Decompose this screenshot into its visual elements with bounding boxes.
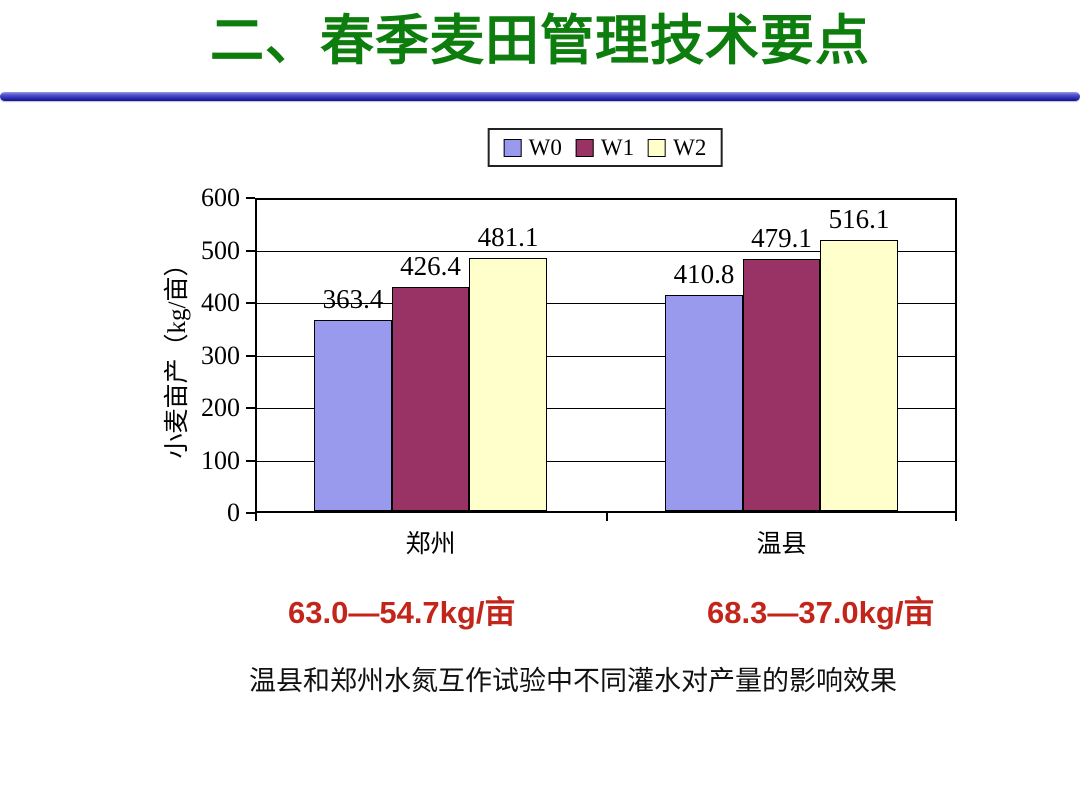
y-tick-mark-100 bbox=[246, 459, 255, 462]
chart-legend: W0 W1 W2 bbox=[487, 128, 723, 167]
bar-温县-w0 bbox=[665, 295, 743, 511]
y-tick-label-100: 100 bbox=[201, 445, 240, 475]
bar-value-label-郑州-w0: 363.4 bbox=[322, 284, 384, 315]
gridline-300 bbox=[257, 355, 955, 357]
bar-value-label-温县-w0: 410.8 bbox=[673, 259, 735, 290]
annotation-zhengzhou: 63.0—54.7kg/亩 bbox=[288, 595, 516, 630]
gridline-200 bbox=[257, 408, 955, 409]
bar-value-label-温县-w2: 516.1 bbox=[828, 204, 890, 235]
legend-swatch-w2-icon bbox=[648, 138, 667, 157]
y-tick-mark-600 bbox=[246, 197, 255, 199]
bar-value-label-郑州-w1: 426.4 bbox=[400, 251, 461, 282]
bar-value-label-郑州-w2: 481.1 bbox=[477, 222, 539, 253]
y-tick-mark-400 bbox=[246, 302, 255, 304]
plot-area: 363.4 426.4 481.1 410.8 479.1 516.1 bbox=[255, 198, 957, 513]
legend-swatch-w1-icon bbox=[575, 138, 594, 157]
x-category-label-温县: 温县 bbox=[756, 531, 807, 558]
title-divider bbox=[0, 92, 1080, 101]
chart-caption: 温县和郑州水氮互作试验中不同灌水对产量的影响效果 bbox=[249, 666, 897, 696]
gridline-100 bbox=[257, 460, 955, 462]
y-tick-label-500: 500 bbox=[201, 235, 240, 265]
x-category-label-郑州: 郑州 bbox=[405, 531, 456, 558]
bar-郑州-w2 bbox=[469, 258, 547, 511]
y-tick-mark-0 bbox=[246, 512, 255, 514]
x-tick-mark-end bbox=[955, 513, 957, 521]
y-tick-mark-300 bbox=[246, 354, 255, 357]
gridline-500 bbox=[257, 250, 955, 252]
y-tick-label-600: 600 bbox=[201, 183, 240, 212]
annotation-wenxian: 68.3—37.0kg/亩 bbox=[707, 595, 935, 630]
bar-value-label-温县-w1: 479.1 bbox=[751, 223, 812, 254]
y-tick-label-0: 0 bbox=[227, 498, 240, 527]
gridline-400 bbox=[257, 303, 955, 304]
bar-温县-w1 bbox=[742, 259, 821, 511]
bar-温县-w2 bbox=[820, 240, 898, 511]
slide-title: 二、春季麦田管理技术要点 bbox=[210, 11, 870, 71]
legend-item-w2: W2 bbox=[648, 136, 706, 159]
bar-郑州-w0 bbox=[314, 320, 392, 511]
legend-label-w2: W2 bbox=[673, 135, 707, 160]
legend-item-w0: W0 bbox=[503, 135, 562, 160]
y-tick-label-200: 200 bbox=[201, 393, 240, 422]
legend-label-w1: W1 bbox=[600, 135, 635, 160]
y-tick-label-400: 400 bbox=[201, 288, 240, 317]
y-tick-mark-200 bbox=[246, 407, 255, 409]
x-tick-mark-0 bbox=[255, 513, 257, 521]
x-tick-mark-1 bbox=[606, 513, 608, 521]
bar-郑州-w1 bbox=[391, 287, 470, 511]
legend-swatch-w0-icon bbox=[503, 138, 522, 157]
y-tick-mark-500 bbox=[246, 249, 255, 252]
y-tick-label-300: 300 bbox=[201, 340, 240, 370]
legend-label-w0: W0 bbox=[528, 135, 562, 160]
legend-item-w1: W1 bbox=[575, 135, 635, 160]
